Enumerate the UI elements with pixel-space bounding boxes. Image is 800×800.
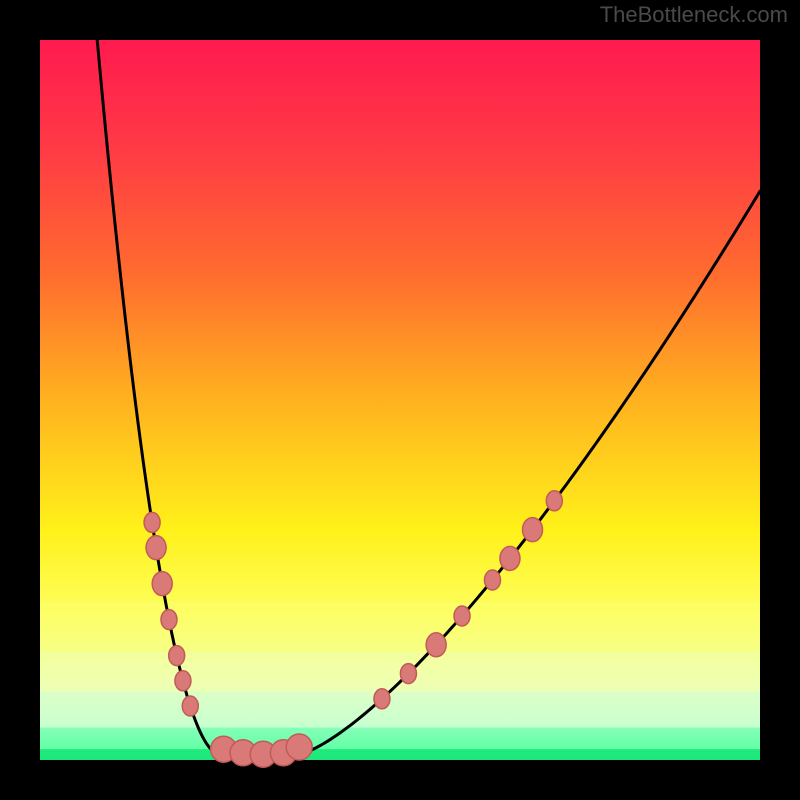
gradient-band bbox=[40, 692, 760, 728]
curve-marker-left bbox=[175, 671, 191, 691]
curve-marker-bottom bbox=[286, 734, 312, 760]
curve-marker-right bbox=[374, 689, 390, 709]
curve-marker-right bbox=[500, 546, 520, 570]
curve-marker-right bbox=[454, 606, 470, 626]
curve-marker-left bbox=[182, 696, 198, 716]
curve-marker-left bbox=[169, 646, 185, 666]
curve-marker-right bbox=[484, 570, 500, 590]
curve-marker-left bbox=[152, 572, 172, 596]
curve-marker-right bbox=[400, 664, 416, 684]
curve-marker-left bbox=[146, 536, 166, 560]
gradient-band bbox=[40, 602, 760, 652]
gradient-band bbox=[40, 749, 760, 760]
gradient-band bbox=[40, 728, 760, 750]
curve-marker-right bbox=[523, 518, 543, 542]
curve-marker-left bbox=[144, 512, 160, 532]
curve-marker-right bbox=[546, 491, 562, 511]
chart-canvas bbox=[0, 0, 800, 800]
bottleneck-chart: TheBottleneck.com bbox=[0, 0, 800, 800]
curve-marker-right bbox=[426, 633, 446, 657]
curve-marker-left bbox=[161, 610, 177, 630]
